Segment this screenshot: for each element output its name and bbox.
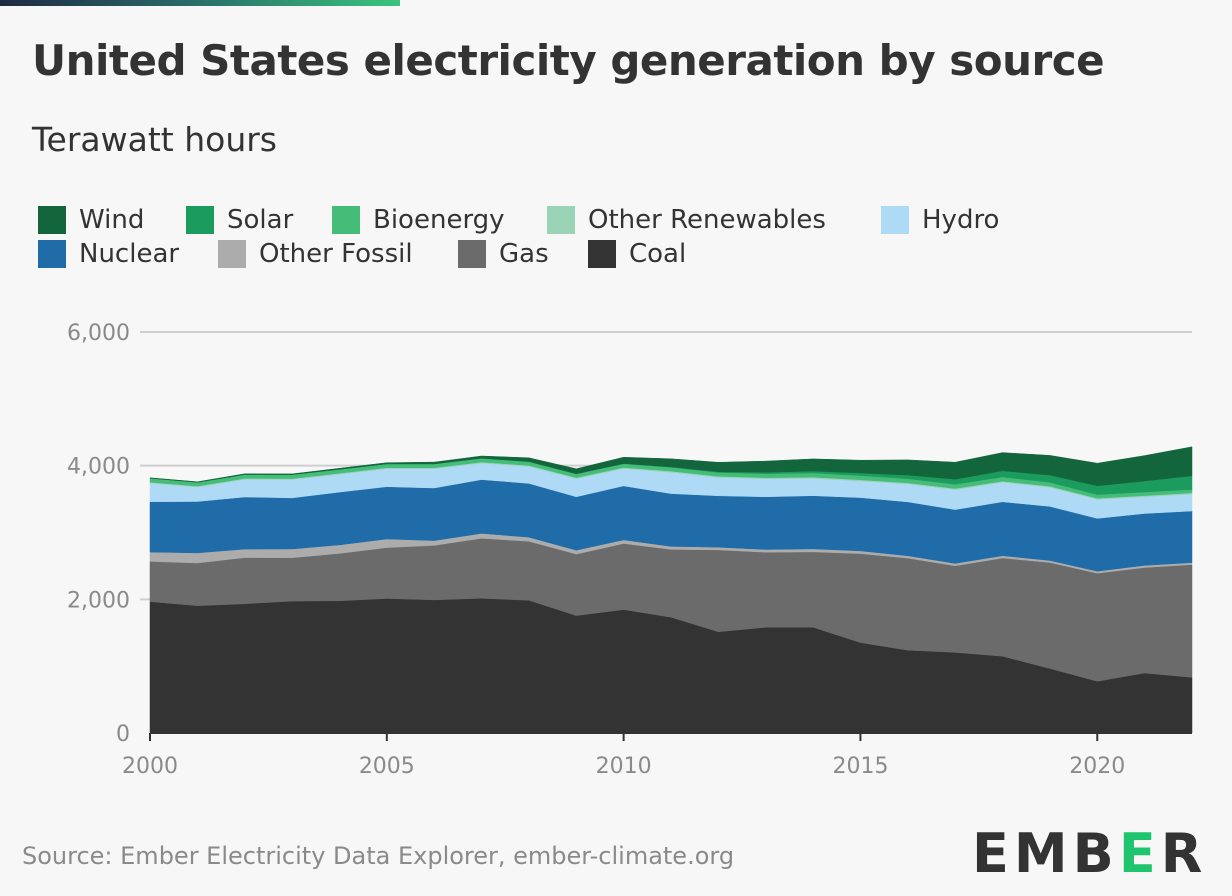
- legend-label-solar: Solar: [227, 205, 294, 235]
- chart-subtitle: Terawatt hours: [32, 120, 278, 159]
- legend-swatch-other-renewables: [547, 206, 575, 234]
- stacked-areas: [149, 446, 1193, 734]
- y-tick-label: 2,000: [67, 588, 130, 613]
- legend-item-other-renewables: Other Renewables: [547, 205, 881, 235]
- chart-title: United States electricity generation by …: [32, 36, 1105, 85]
- y-tick-label: 4,000: [67, 455, 130, 480]
- legend-item-nuclear: Nuclear: [38, 239, 218, 269]
- legend-row: Wind Solar Bioenergy Other Renewables Hydro: [38, 203, 1218, 237]
- legend-label-nuclear: Nuclear: [79, 239, 180, 269]
- ember-logo: EMBER: [972, 822, 1207, 885]
- axes: 0 2,000 4,000 6,000 2000 2005 2010 2015 2020: [67, 321, 1192, 779]
- logo-letter: E: [972, 822, 1014, 885]
- legend-label-gas: Gas: [499, 239, 549, 269]
- legend-swatch-coal: [588, 240, 616, 268]
- legend-swatch-other-fossil: [218, 240, 246, 268]
- legend-item-hydro: Hydro: [881, 205, 1021, 235]
- legend: Wind Solar Bioenergy Other Renewables Hydro N…: [38, 203, 1218, 271]
- legend-swatch-hydro: [881, 206, 909, 234]
- legend-swatch-wind: [38, 206, 66, 234]
- legend-item-other-fossil: Other Fossil: [218, 239, 458, 269]
- legend-item-gas: Gas: [458, 239, 588, 269]
- logo-letter: B: [1072, 822, 1119, 885]
- legend-item-solar: Solar: [186, 205, 332, 235]
- area-chart: 0 2,000 4,000 6,000 2000 2005 2010 2015 2020: [67, 321, 1193, 779]
- legend-item-bioenergy: Bioenergy: [332, 205, 547, 235]
- area-wind: [149, 446, 1193, 487]
- legend-swatch-bioenergy: [332, 206, 360, 234]
- legend-label-coal: Coal: [629, 239, 687, 269]
- brand-accent-bar: [0, 0, 400, 6]
- legend-swatch-gas: [458, 240, 486, 268]
- x-tick-label: 2010: [596, 754, 652, 779]
- legend-swatch-nuclear: [38, 240, 66, 268]
- x-tick-label: 2000: [122, 754, 178, 779]
- legend-label-bioenergy: Bioenergy: [373, 205, 505, 235]
- legend-label-wind: Wind: [79, 205, 145, 235]
- legend-swatch-solar: [186, 206, 214, 234]
- legend-item-wind: Wind: [38, 205, 186, 235]
- legend-row: Nuclear Other Fossil Gas Coal: [38, 237, 1218, 271]
- y-tick-label: 0: [116, 722, 130, 747]
- logo-letter: R: [1160, 822, 1208, 885]
- x-tick-label: 2015: [832, 754, 888, 779]
- source-note: Source: Ember Electricity Data Explorer,…: [22, 842, 735, 870]
- y-tick-label: 6,000: [67, 321, 130, 346]
- logo-letter: M: [1013, 822, 1073, 885]
- x-tick-label: 2020: [1069, 754, 1125, 779]
- legend-label-other-fossil: Other Fossil: [259, 239, 413, 269]
- logo-letter: E: [1118, 822, 1161, 885]
- legend-item-coal: Coal: [588, 239, 728, 269]
- x-tick-label: 2005: [359, 754, 415, 779]
- legend-label-hydro: Hydro: [922, 205, 1000, 235]
- legend-label-other-renewables: Other Renewables: [588, 205, 826, 235]
